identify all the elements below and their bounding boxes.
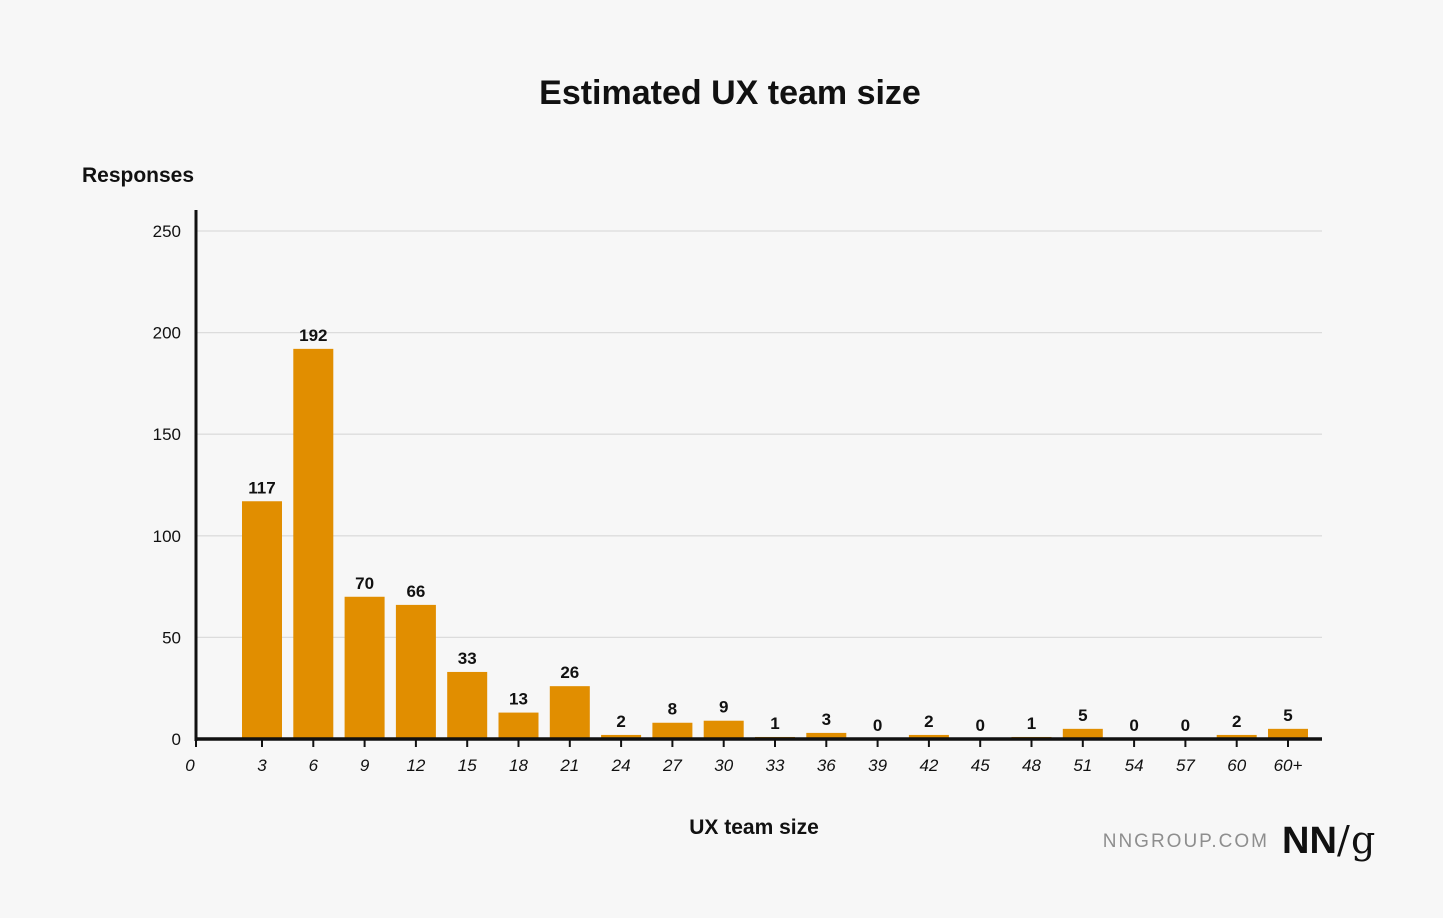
bar-24 [601, 734, 642, 739]
bar-9 [344, 596, 385, 739]
data-label-51: 5 [1078, 706, 1087, 725]
data-label-21: 26 [560, 663, 579, 682]
x-tick-label-18: 18 [509, 756, 528, 775]
data-label-39: 0 [873, 716, 882, 735]
bar-18 [498, 712, 539, 739]
bar-51 [1062, 728, 1103, 739]
logo-g-text: g [1351, 818, 1375, 862]
bar-60 [1216, 734, 1257, 739]
bar-6 [293, 348, 334, 739]
bar-30 [703, 720, 744, 739]
x-tick-label-3: 3 [257, 756, 267, 775]
x-tick-label-12: 12 [406, 756, 425, 775]
bar-12 [395, 604, 436, 739]
x-tick-label-57: 57 [1176, 756, 1195, 775]
data-label-24: 2 [616, 712, 625, 731]
chart-title: Estimated UX team size [539, 74, 921, 112]
y-tick-label-0: 0 [172, 730, 181, 749]
logo-slash-text: / [1337, 818, 1350, 862]
x-tick-label-39: 39 [868, 756, 887, 775]
bar-27 [652, 722, 693, 739]
data-label-15: 33 [458, 649, 477, 668]
x-tick-label-21: 21 [559, 756, 579, 775]
data-label-54: 0 [1129, 716, 1138, 735]
y-tick-label-50: 50 [162, 628, 181, 647]
data-label-30: 9 [719, 698, 728, 717]
bar-3 [242, 501, 282, 739]
axes [194, 210, 1322, 747]
bar-36 [806, 732, 847, 739]
data-label-48: 1 [1027, 714, 1036, 733]
x-tick-label-6: 6 [309, 756, 319, 775]
footer-url[interactable]: NNGROUP.COM [1103, 831, 1269, 852]
y-tick-label-150: 150 [153, 425, 181, 444]
data-label-36: 3 [822, 710, 831, 729]
data-label-9: 70 [355, 574, 374, 593]
data-label-60+: 5 [1283, 706, 1292, 725]
x-tick-label-42: 42 [919, 756, 938, 775]
bars [242, 348, 1308, 739]
data-label-57: 0 [1181, 716, 1190, 735]
x-tick-label-45: 45 [971, 756, 990, 775]
y-axis-label: Responses [82, 164, 194, 187]
x-tick-label-48: 48 [1022, 756, 1041, 775]
bar-15 [447, 671, 488, 739]
data-label-18: 13 [509, 690, 528, 709]
bar-21 [549, 686, 590, 739]
x-tick-label-30: 30 [714, 756, 733, 775]
labels: 0501001502002501173192670966123315131826… [153, 222, 1303, 775]
logo-nn-text: NN [1282, 820, 1337, 862]
x-tick-label-36: 36 [817, 756, 836, 775]
data-label-3: 117 [248, 478, 275, 497]
data-label-33: 1 [770, 714, 779, 733]
x-tick-label-60+: 60+ [1274, 756, 1303, 775]
data-label-45: 0 [975, 716, 984, 735]
y-tick-label-200: 200 [153, 324, 181, 343]
x-tick-label-27: 27 [662, 756, 682, 775]
y-tick-label-100: 100 [153, 527, 181, 546]
x-tick-label-9: 9 [360, 756, 370, 775]
y-tick-label-250: 250 [153, 222, 181, 241]
x-tick-label-24: 24 [611, 756, 631, 775]
gridlines [196, 230, 1322, 639]
x-tick-label-51: 51 [1073, 756, 1092, 775]
x-tick-label-15: 15 [458, 756, 477, 775]
data-label-60: 2 [1232, 712, 1241, 731]
bar-60+ [1268, 728, 1308, 739]
x-tick-label-33: 33 [766, 756, 785, 775]
bar-42 [908, 734, 949, 739]
nng-logo: NN / g [1282, 818, 1375, 862]
data-label-42: 2 [924, 712, 933, 731]
x-tick-label-60: 60 [1227, 756, 1246, 775]
data-label-27: 8 [668, 700, 677, 719]
x-tick-label-54: 54 [1125, 756, 1144, 775]
x-axis-label: UX team size [689, 816, 819, 839]
data-label-12: 66 [406, 582, 425, 601]
data-label-6: 192 [299, 326, 327, 345]
x-tick-label-origin: 0 [185, 756, 195, 775]
